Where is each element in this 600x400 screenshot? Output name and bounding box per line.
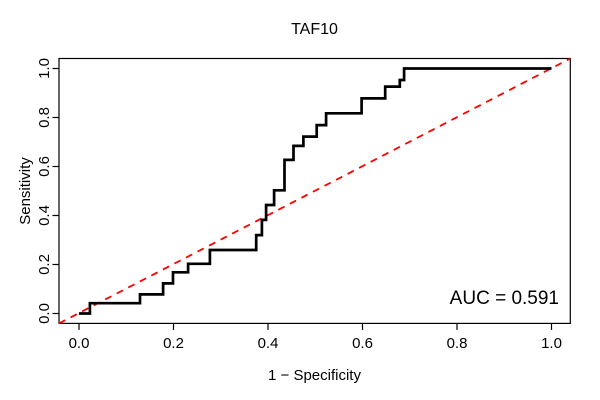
chance-diagonal-line <box>58 57 571 325</box>
auc-annotation: AUC = 0.591 <box>450 288 559 309</box>
x-axis-tick-label: 1.0 <box>541 335 562 352</box>
plot-box <box>58 57 571 324</box>
y-axis-tick-label: 1.0 <box>36 58 53 79</box>
x-axis-label: 1 − Specificity <box>268 367 361 384</box>
y-axis: 0.0 0.2 0.4 0.6 0.8 1.0 <box>36 58 59 324</box>
x-axis: 0.0 0.2 0.4 0.6 0.8 1.0 <box>69 323 562 352</box>
y-axis-tick-label: 0.6 <box>36 156 53 177</box>
y-axis-tick-label: 0.8 <box>36 107 53 128</box>
y-axis-label: Sensitivity <box>17 157 34 225</box>
x-axis-tick-label: 0.6 <box>352 335 373 352</box>
y-axis-tick-label: 0.0 <box>36 303 53 324</box>
plot-title: TAF10 <box>291 21 338 38</box>
x-axis-tick-label: 0.8 <box>447 335 468 352</box>
x-axis-tick-label: 0.4 <box>258 335 279 352</box>
x-axis-tick-label: 0.2 <box>163 335 184 352</box>
x-axis-tick-label: 0.0 <box>69 335 90 352</box>
y-axis-tick-label: 0.4 <box>36 205 53 226</box>
roc-curve <box>79 67 552 315</box>
y-axis-tick-label: 0.2 <box>36 254 53 275</box>
